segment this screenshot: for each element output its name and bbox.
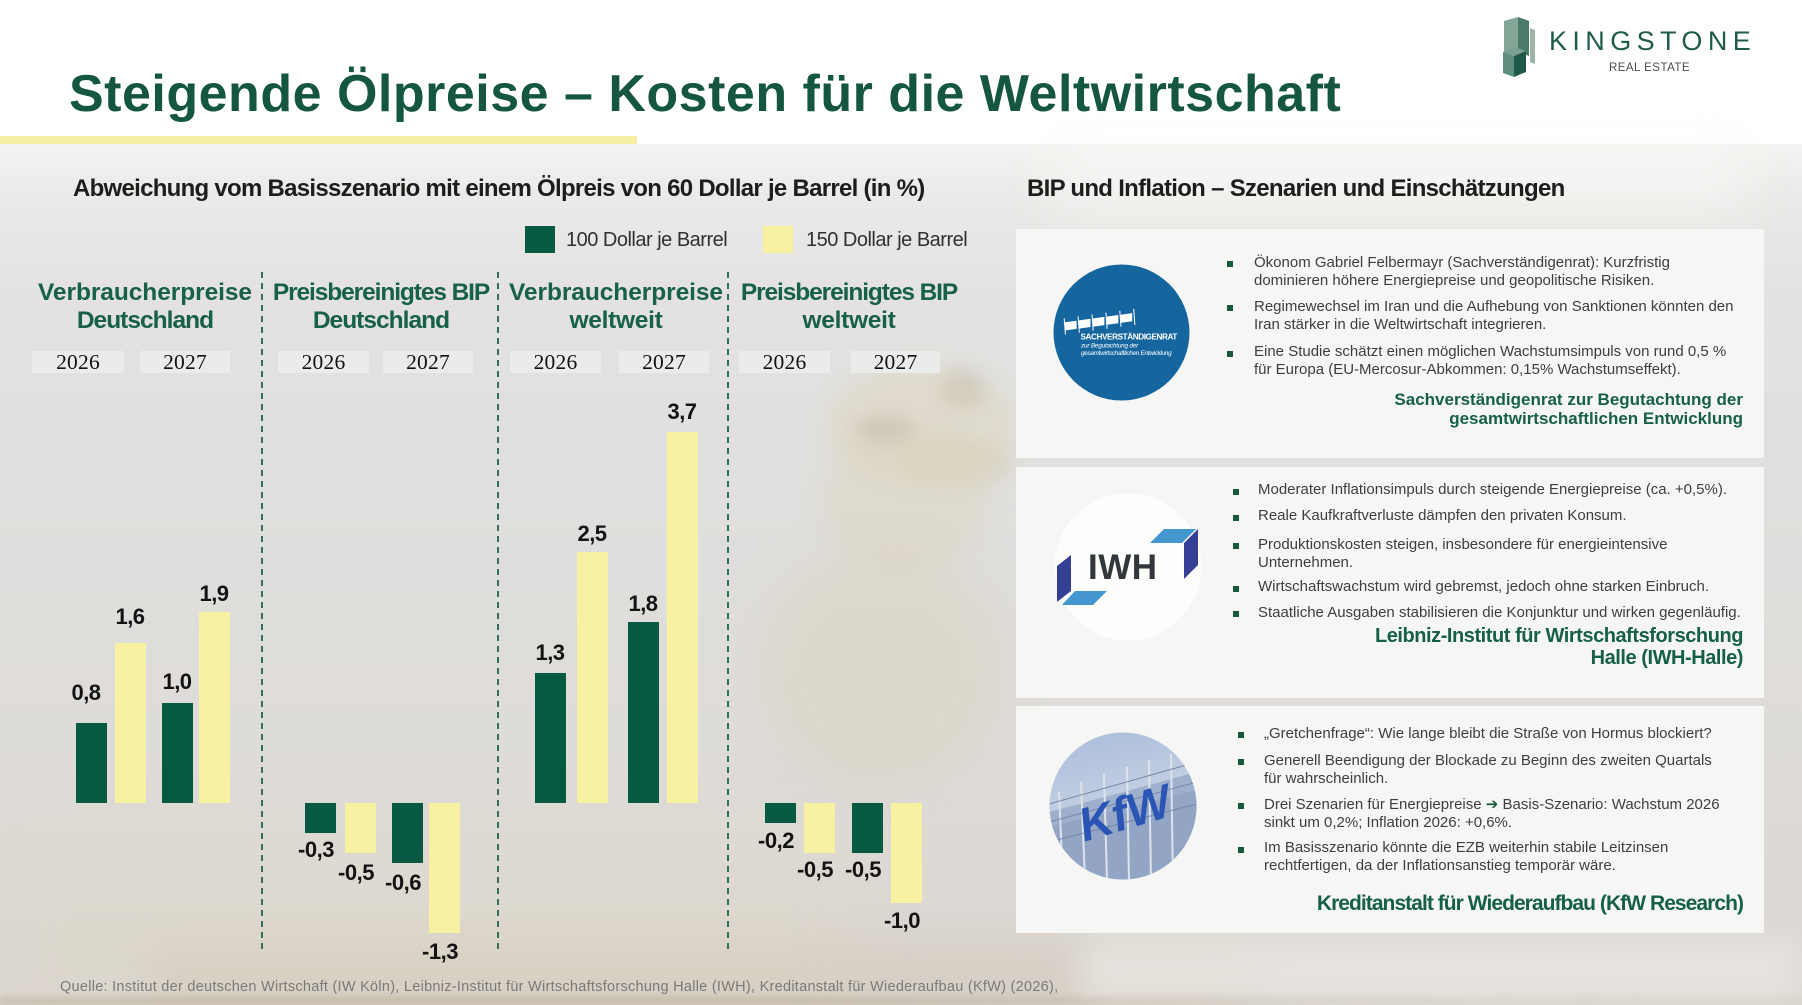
svg-text:zur Begutachtung der: zur Begutachtung der xyxy=(1080,343,1139,350)
svg-text:gesamtwirtschaftlichen Entwick: gesamtwirtschaftlichen Entwicklung xyxy=(1081,350,1172,357)
svg-text:IWH: IWH xyxy=(1088,548,1158,587)
svg-text:SACHVERSTÄNDIGENRAT: SACHVERSTÄNDIGENRAT xyxy=(1081,332,1178,342)
